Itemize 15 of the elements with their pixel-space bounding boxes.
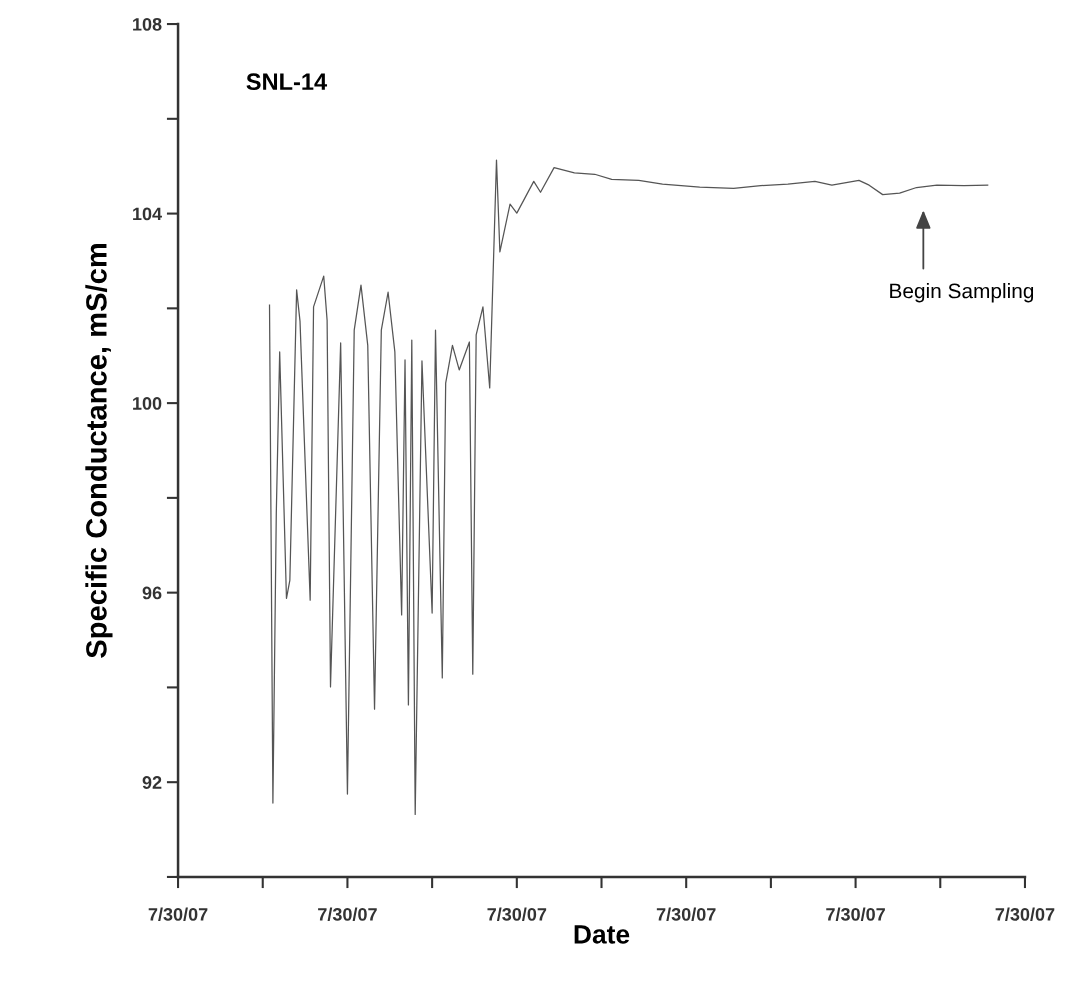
y-tick-label: 96 [142, 586, 162, 600]
x-tick-label: 7/30/07 [487, 907, 547, 921]
y-tick-label: 100 [133, 397, 162, 410]
annotation: SNL-14 [246, 73, 328, 91]
x-tick-label: 7/30/07 [826, 907, 885, 921]
y-tick-label: 92 [142, 776, 162, 789]
x-tick-label: 7/30/07 [995, 907, 1055, 921]
x-tick-label: 7/30/07 [148, 907, 208, 921]
y-tick-label: 108 [133, 17, 162, 31]
x-tick-label: 7/30/07 [318, 907, 377, 921]
y-axis-title: Specific Conductance, mS/cm [85, 244, 113, 658]
x-axis-title: Date [574, 925, 630, 944]
annotation: Begin Sampling [890, 283, 1034, 303]
y-tick-label: 104 [133, 207, 162, 221]
x-tick-label: 7/30/07 [656, 907, 716, 921]
